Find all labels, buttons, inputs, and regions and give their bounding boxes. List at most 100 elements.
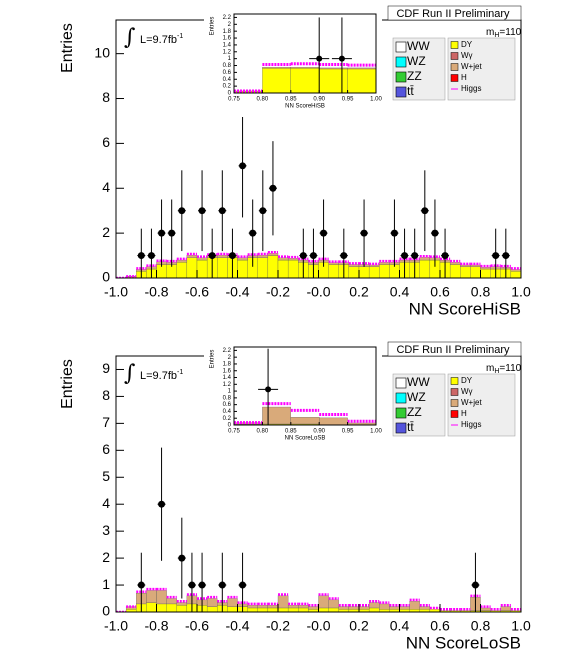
y-tick-label: 1.2: [223, 382, 232, 388]
legend-label: H: [461, 409, 467, 418]
histogram-bar: [217, 257, 228, 278]
x-tick-label: -0.2: [266, 284, 290, 300]
histogram-bar: [347, 68, 376, 93]
plot-area: [116, 114, 521, 278]
histogram-bar: [227, 598, 238, 607]
mass-subscript: H: [494, 368, 499, 375]
histogram-bar: [319, 417, 348, 425]
data-point: [338, 55, 345, 62]
legend-label: WW: [407, 39, 430, 53]
legend-box: [447, 37, 516, 101]
data-point: [137, 581, 145, 589]
data-point: [158, 229, 166, 237]
histogram-bar: [196, 259, 208, 278]
data-point: [208, 252, 216, 260]
legend-label: Wγ: [461, 51, 473, 60]
histogram-bar: [267, 605, 279, 609]
legend-label: W+jet: [461, 398, 482, 407]
title-box: [387, 341, 522, 357]
y-tick-label: 0.4: [223, 409, 232, 415]
legend-label: Higgs: [461, 420, 481, 429]
histogram-bar: [399, 606, 410, 610]
x-tick-label: 0.2: [349, 618, 369, 634]
data-point: [188, 581, 196, 589]
y-axis-label: Entries: [210, 350, 216, 369]
histogram-bar: [257, 257, 269, 278]
y-tick-label: 0.6: [223, 70, 232, 76]
plot-area: [234, 17, 376, 93]
histogram-bar: [319, 68, 348, 93]
x-tick-label: -0.0: [306, 284, 330, 300]
histogram-bar: [379, 603, 390, 610]
histogram-bar: [389, 606, 400, 610]
y-tick-label: 1.8: [223, 29, 232, 35]
histogram-bar: [319, 67, 348, 70]
histogram-bar: [267, 253, 279, 256]
x-tick-label: 0.90: [313, 429, 325, 435]
chart-title: CDF Run II Preliminary: [396, 8, 510, 20]
histogram-bar: [247, 607, 258, 612]
histogram-bar: [449, 264, 461, 278]
data-point: [265, 386, 272, 393]
y-tick-label: 0.6: [223, 402, 232, 408]
histogram-bar: [338, 606, 350, 610]
histogram-bar: [277, 607, 289, 612]
histogram-bar: [227, 606, 238, 612]
legend-swatch: [450, 377, 459, 385]
x-tick-label: -0.8: [144, 284, 168, 300]
y-tick-label: 1.8: [223, 362, 232, 368]
y-tick-label: 1: [228, 56, 232, 62]
x-tick-label: 0.80: [257, 97, 269, 103]
y-tick-label: 0.8: [223, 63, 232, 69]
histogram-bar: [348, 264, 360, 267]
x-axis-label: NN ScoreHiSB: [409, 299, 521, 318]
histogram-bar: [206, 598, 218, 607]
data-point: [269, 184, 277, 192]
histogram-bar: [419, 257, 431, 261]
y-axis-label: Entries: [210, 17, 216, 36]
data-point: [421, 207, 429, 215]
x-tick-label: -1.0: [104, 618, 128, 634]
legend-swatch: [395, 56, 407, 68]
histogram-bar: [237, 257, 248, 261]
x-tick-label: -1.0: [104, 284, 128, 300]
legend-swatch: [395, 422, 407, 434]
legend-label: tt̄: [407, 420, 414, 434]
x-tick-label: -0.6: [185, 284, 209, 300]
y-tick-label: 1.6: [223, 368, 232, 374]
histogram-bar: [262, 67, 291, 69]
histogram-bar: [358, 606, 370, 610]
histogram-bar: [277, 259, 289, 278]
histogram-bar: [368, 607, 380, 612]
histogram-bar: [290, 68, 320, 93]
histogram-bar: [267, 607, 279, 612]
y-tick-label: 1: [228, 389, 232, 395]
data-point: [340, 252, 348, 260]
data-point: [239, 162, 247, 170]
x-tick-label: 0.75: [228, 97, 240, 103]
plot-area: [234, 348, 376, 425]
panel: -1.0 -0.8 -0.6 -0.4 -0.2 -0.0 0.2 0.4 0.6 0.8 1.00…: [59, 5, 531, 318]
legend-label: ZZ: [407, 69, 422, 83]
x-tick-label: 0.2: [349, 284, 369, 300]
histogram-bar: [368, 264, 380, 267]
histogram-bar: [287, 259, 299, 278]
data-point: [228, 252, 236, 260]
histogram-bar: [470, 266, 481, 278]
histogram-bar: [480, 267, 491, 270]
data-point: [147, 252, 155, 260]
data-point: [178, 554, 186, 562]
y-tick-label: 8: [102, 387, 110, 403]
histogram-bar: [347, 67, 376, 70]
x-axis-label: NN ScoreHiSB: [285, 104, 325, 110]
data-point: [390, 229, 398, 237]
x-tick-label: -0.8: [144, 618, 168, 634]
histogram-bar: [186, 254, 198, 258]
data-point: [218, 581, 226, 589]
histogram-bar: [409, 601, 420, 610]
x-tick-label: 1.00: [370, 97, 382, 103]
mass-text: m: [486, 363, 494, 374]
x-tick-label: 0.95: [342, 97, 354, 103]
data-point: [239, 581, 247, 589]
